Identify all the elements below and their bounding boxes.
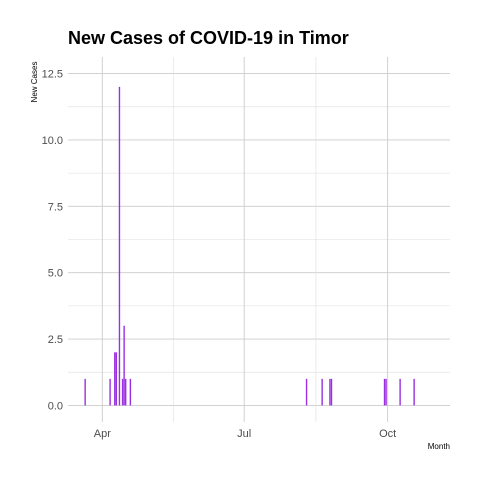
bar	[114, 352, 116, 406]
y-tick-label: 0.0	[48, 400, 63, 412]
bar	[321, 378, 323, 406]
bar	[413, 378, 415, 406]
x-axis-title: Month	[428, 442, 450, 451]
bar	[84, 378, 86, 406]
y-tick-label: 12.5	[42, 69, 63, 81]
bar	[305, 378, 308, 406]
x-tick-label: Jul	[237, 428, 251, 440]
bar	[399, 378, 401, 406]
y-axis-title: New Cases	[30, 62, 39, 103]
x-tick-label: Apr	[94, 428, 111, 440]
chart-title: New Cases of COVID-19 in Timor	[68, 28, 349, 48]
bar	[109, 378, 111, 406]
bar	[385, 378, 387, 406]
y-tick-label: 7.5	[48, 201, 63, 213]
bar	[118, 86, 121, 406]
bar	[329, 378, 331, 406]
bar	[123, 325, 125, 406]
bar	[115, 352, 118, 406]
y-tick-label: 5.0	[48, 268, 63, 280]
x-tick-label: Oct	[379, 428, 396, 440]
grid	[68, 57, 450, 422]
bar	[124, 378, 127, 406]
y-tick-label: 2.5	[48, 334, 63, 346]
y-axis-ticks: 0.0 2.5 5.0 7.5 10.0 12.5	[42, 69, 63, 413]
y-tick-label: 10.0	[42, 135, 63, 147]
bars	[84, 86, 415, 406]
bar	[129, 378, 132, 406]
bar	[383, 378, 386, 406]
x-axis-ticks: Apr Jul Oct	[94, 428, 396, 440]
bar	[121, 378, 124, 406]
bar	[330, 378, 333, 406]
